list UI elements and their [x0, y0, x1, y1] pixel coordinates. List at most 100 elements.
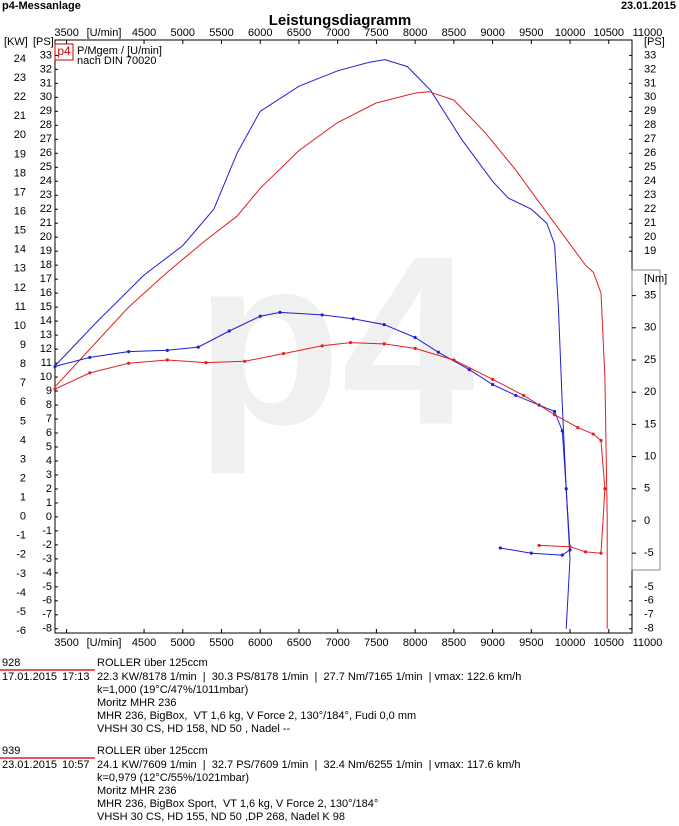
legend-text: nach DIN 70020 [77, 55, 157, 67]
curve-marker [320, 344, 324, 348]
curve-marker [243, 359, 247, 363]
curve-marker [498, 546, 502, 550]
curve-marker [568, 548, 572, 552]
kw-tick-label: 24 [14, 53, 26, 65]
record-line: MHR 236, BigBox, VT 1,6 kg, V Force 2, 1… [97, 710, 416, 722]
curve-marker [576, 426, 580, 430]
ps-tick-label: 15 [40, 301, 52, 313]
curve-marker [599, 551, 603, 555]
kw-tick-label: 5 [20, 415, 26, 427]
record-id: 928 [2, 657, 20, 669]
x-tick-label: 5000 [171, 27, 195, 39]
ps-tick-label-right: 31 [644, 77, 656, 89]
curve-marker [591, 432, 595, 436]
curve-marker [568, 545, 572, 549]
x-axis-label: [U/min] [87, 637, 122, 649]
nm-axis-box [631, 269, 661, 571]
kw-tick-label: -5 [16, 606, 26, 618]
x-tick-label: 10000 [555, 27, 586, 39]
ps-tick-label: 22 [40, 203, 52, 215]
ps-tick-label: 31 [40, 77, 52, 89]
record-category: ROLLER über 125ccm [97, 745, 208, 757]
nm-tick-label: 5 [644, 483, 650, 495]
kw-tick-label: 8 [20, 358, 26, 370]
x-tick-label: 4500 [132, 637, 156, 649]
record-line: Moritz MHR 236 [97, 697, 176, 709]
legend-text: P/Mgem / [U/min] [77, 45, 162, 57]
record-date: 23.01.2015 [2, 759, 57, 771]
ps-tick-label: 29 [40, 105, 52, 117]
ps-tick-label: 0 [46, 511, 52, 523]
record-summary: 24.1 KW/7609 1/min | 32.7 PS/7609 1/min … [97, 759, 521, 771]
ps-tick-label-right: -5 [644, 581, 654, 593]
curve-marker [204, 360, 208, 365]
curve-marker [537, 543, 541, 548]
x-axis-label: [U/min] [87, 27, 122, 39]
x-tick-label: 7000 [325, 637, 349, 649]
ps-tick-label-right: 24 [644, 175, 656, 187]
x-tick-label: 9000 [480, 637, 504, 649]
ps-tick-label: 26 [40, 147, 52, 159]
app-name: p4-Messanlage [2, 0, 81, 12]
curve-marker [490, 382, 495, 387]
curve-marker [88, 371, 92, 375]
ps-tick-label-right: 29 [644, 105, 656, 117]
ps-tick-label: 3 [46, 469, 52, 481]
curve-marker [521, 393, 526, 398]
ps-tick-label: 4 [46, 455, 52, 467]
nm-tick-label: 25 [644, 354, 656, 366]
kw-tick-label: -2 [16, 549, 26, 561]
kw-tick-label: 10 [14, 320, 26, 332]
x-tick-label: 8500 [442, 27, 466, 39]
ps-tick-label-right: -6 [644, 595, 654, 607]
kw-tick-label: 12 [14, 282, 26, 294]
curve-marker [351, 317, 355, 321]
ps-tick-label: 33 [40, 49, 52, 61]
x-tick-label: 9000 [480, 27, 504, 39]
x-tick-label: 7000 [325, 27, 349, 39]
curve-marker [552, 409, 557, 414]
chart-title: Leistungsdiagramm [269, 12, 412, 29]
kw-tick-label: 23 [14, 72, 26, 84]
ps-tick-label: 24 [40, 175, 52, 187]
x-tick-label: 6500 [287, 27, 311, 39]
curve-marker [165, 348, 169, 352]
record-line: MHR 236, BigBox Sport, VT 1,6 kg, V Forc… [97, 798, 378, 810]
ps-tick-label: 12 [40, 343, 52, 355]
x-tick-label: 5500 [209, 637, 233, 649]
curve-marker [603, 487, 607, 491]
curve-marker [413, 346, 417, 351]
curve-marker [467, 368, 471, 372]
curve-marker [278, 310, 282, 314]
nm-tick-label: 0 [644, 515, 650, 527]
record-category: ROLLER über 125ccm [97, 657, 208, 669]
x-tick-label: 10000 [555, 637, 586, 649]
ps-tick-label: 19 [40, 245, 52, 257]
kw-tick-label: 17 [14, 186, 26, 198]
ps-axis-label-right: [PS] [644, 36, 665, 48]
ps-tick-label-right: 20 [644, 231, 656, 243]
x-tick-label: 10500 [593, 637, 624, 649]
ps-tick-label-right: 22 [644, 203, 656, 215]
legend-logo: p4 [57, 44, 71, 58]
ps-tick-label: -7 [42, 609, 52, 621]
curve-marker [126, 350, 131, 354]
ps-tick-label: 23 [40, 189, 52, 201]
kw-tick-label: 21 [14, 110, 26, 122]
x-tick-label: 6500 [287, 637, 311, 649]
x-tick-label: 3500 [54, 27, 78, 39]
ps-tick-label: 9 [46, 385, 52, 397]
curve-marker [413, 335, 417, 340]
x-tick-label: 5000 [171, 637, 195, 649]
kw-tick-label: 16 [14, 206, 26, 218]
ps-tick-label: 13 [40, 329, 52, 341]
ps-tick-label: 7 [46, 413, 52, 425]
ps-tick-label: 18 [40, 259, 52, 271]
kw-tick-label: 0 [20, 511, 26, 523]
curve-marker [490, 377, 495, 381]
ps-tick-label-right: 23 [644, 189, 656, 201]
ps-tick-label: 5 [46, 441, 52, 453]
nm-tick-label: 10 [644, 450, 656, 462]
kw-tick-label: 20 [14, 129, 26, 141]
